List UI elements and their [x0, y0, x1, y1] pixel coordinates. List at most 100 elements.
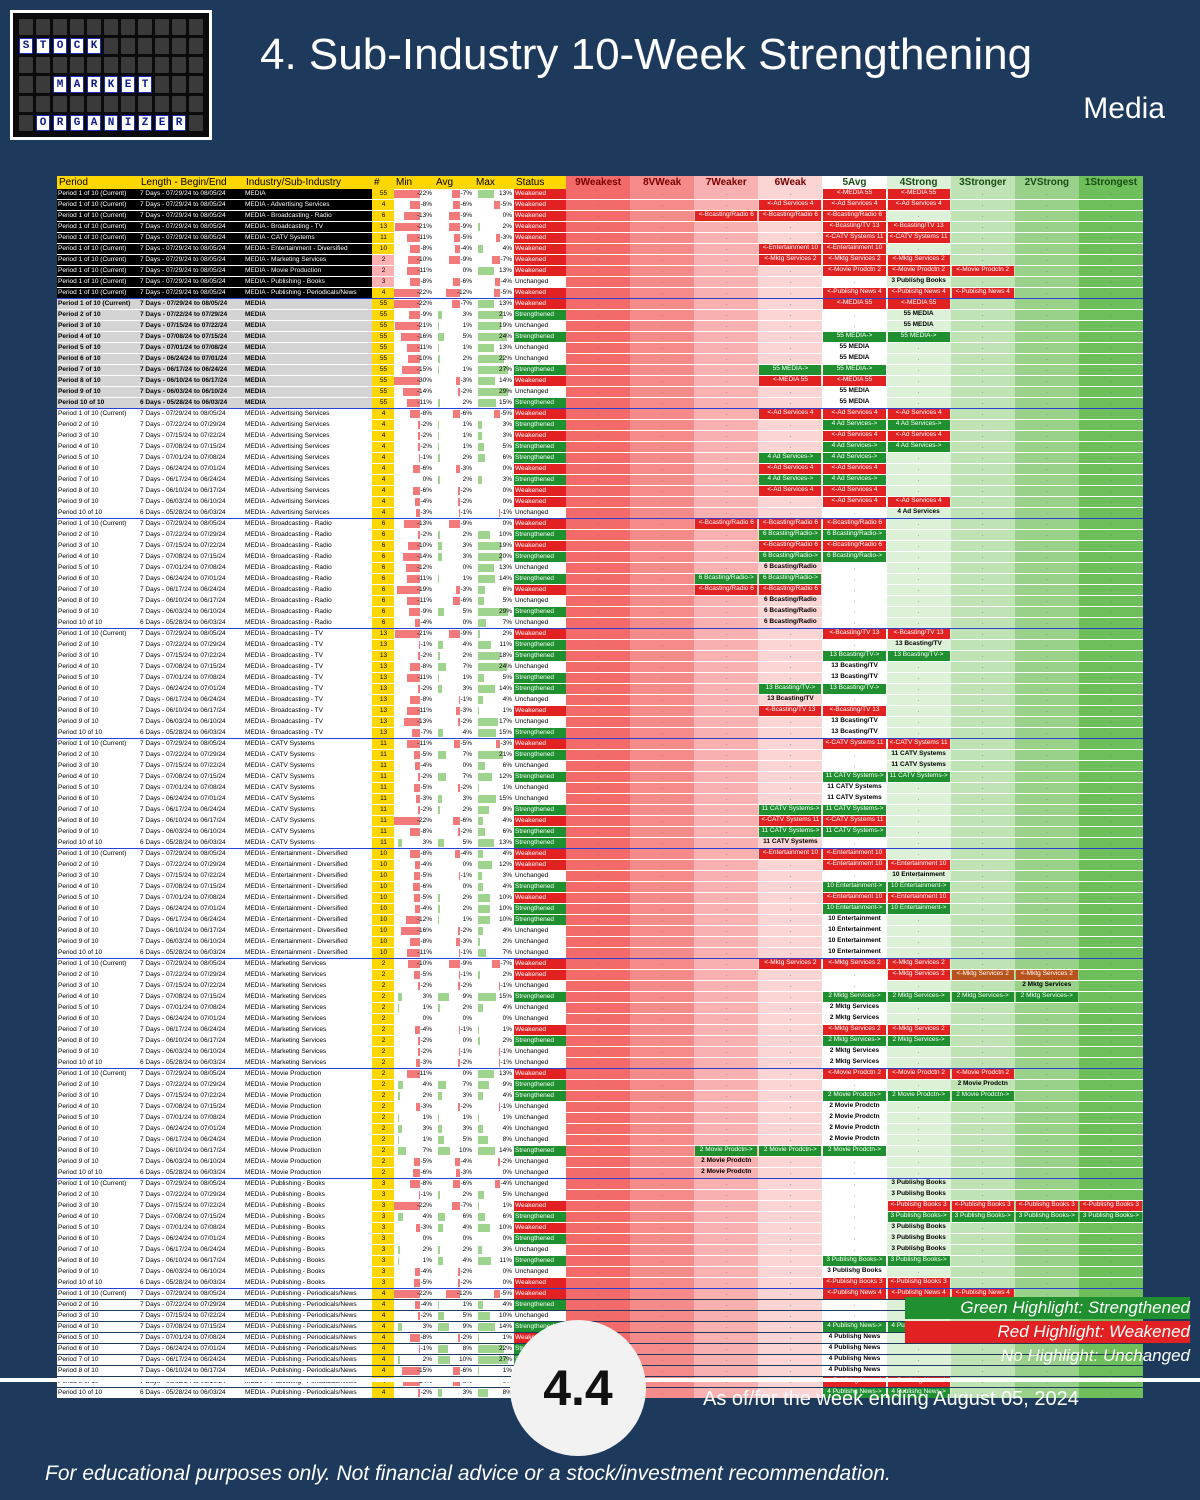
zone-cell: . [758, 1036, 823, 1046]
strength-mark: 3 Publishg Books-> [1015, 1212, 1078, 1222]
cell-length: 7 Days - 07/08/24 to 07/15/24 [139, 992, 244, 1002]
cell-max: 5% [474, 1190, 514, 1200]
value-bar [415, 1268, 420, 1276]
value-bar [438, 344, 440, 352]
cell-max: 2% [474, 629, 514, 639]
cell-min: -30% [394, 376, 434, 386]
cell-status: Strengthened [514, 992, 566, 1002]
zone-cell: . [1078, 805, 1143, 815]
value-bar [478, 1323, 495, 1331]
zone-cell: . [758, 1179, 823, 1189]
cell-avg: 5% [434, 607, 474, 617]
cell-industry: MEDIA - Marketing Services [244, 1014, 372, 1024]
table-row: Period 5 of 10 7 Days - 07/01/24 to 07/08… [57, 1113, 1143, 1123]
value-bar [457, 784, 460, 792]
value-bar [417, 443, 420, 451]
cell-count: 2 [372, 992, 394, 1002]
strength-mark: 3 Publishg Books [891, 1234, 946, 1241]
cell-max: -1% [474, 1047, 514, 1057]
zone-cell: . [758, 860, 823, 870]
zone-cell: . [566, 662, 631, 672]
zone-cell: . [630, 651, 695, 661]
cell-min: -8% [394, 662, 434, 672]
cell-industry: MEDIA - Entertainment - Diversified [244, 893, 372, 903]
cell-avg: 9% [434, 1322, 474, 1332]
value-bar [452, 1367, 460, 1375]
zone-cell: . [950, 772, 1015, 782]
table-row: Period 10 of 10 6 Days - 05/28/24 to 06/0… [57, 618, 1143, 628]
zone-cell: . [1014, 453, 1079, 463]
cell-length: 7 Days - 07/15/24 to 07/22/24 [139, 761, 244, 771]
cell-length: 7 Days - 07/15/24 to 07/22/24 [139, 1091, 244, 1101]
cell-count: 3 [372, 1278, 394, 1288]
zone-cell: . [758, 222, 823, 232]
zone-cell: . [950, 827, 1015, 837]
logo-tile [53, 95, 67, 112]
value-bar [452, 597, 460, 605]
logo-tile [53, 19, 67, 36]
zone-cell: . [566, 1047, 631, 1057]
table-row: Period 8 of 10 7 Days - 06/10/24 to 06/17… [57, 926, 1143, 936]
cell-length: 7 Days - 07/01/24 to 07/08/24 [139, 343, 244, 353]
cell-min: -10% [394, 255, 434, 265]
cell-avg: 0% [434, 882, 474, 892]
zone-cell: . [630, 904, 695, 914]
cell-length: 7 Days - 07/29/24 to 08/05/24 [139, 1179, 244, 1189]
cell-period: Period 4 of 10 [57, 1322, 139, 1332]
value-bar [438, 421, 440, 429]
cell-min: -3% [394, 508, 434, 518]
zone-cell: . [694, 1069, 759, 1079]
cell-status: Strengthened [514, 1300, 566, 1310]
cell-min: -8% [394, 849, 434, 859]
cell-min: -19% [394, 585, 434, 595]
value-bar [417, 421, 420, 429]
cell-max: 15% [474, 992, 514, 1002]
cell-count: 55 [372, 321, 394, 331]
zone-cell: . [950, 662, 1015, 672]
value-bar [408, 355, 420, 363]
cell-avg: -3% [434, 464, 474, 474]
zone-cell: . [566, 1146, 631, 1156]
strength-mark: <-Mktg Services 2 [887, 970, 950, 980]
logo-tile [172, 57, 186, 74]
cell-max: 15% [474, 794, 514, 804]
cell-status: Strengthened [514, 882, 566, 892]
zone-cell: . [630, 1047, 695, 1057]
cell-max: 4% [474, 926, 514, 936]
cell-avg: -1% [434, 948, 474, 958]
cell-min: -2% [394, 805, 434, 815]
cell-min: -12% [394, 915, 434, 925]
cell-count: 4 [372, 200, 394, 210]
zone-cell: . [694, 1256, 759, 1266]
zone-cell: . [694, 1036, 759, 1046]
strength-mark: <-CATV Systems 11 [823, 233, 886, 243]
cell-period: Period 10 of 10 [57, 508, 139, 518]
value-bar [397, 586, 420, 594]
strength-mark: <-Movie Prodctn 2 [823, 266, 886, 276]
zone-cell: . [950, 607, 1015, 617]
value-bar [478, 531, 490, 539]
zone-cell: . [630, 717, 695, 727]
cell-min: -10% [394, 354, 434, 364]
zone-cell: . [1078, 266, 1143, 276]
table-row: Period 8 of 10 7 Days - 06/10/24 to 06/17… [57, 1366, 1143, 1376]
zone-cell: . [630, 728, 695, 738]
cell-length: 7 Days - 07/29/24 to 08/05/24 [139, 299, 244, 309]
zone-cell: . [822, 574, 887, 584]
value-bar [398, 1147, 407, 1155]
zone-cell: . [566, 629, 631, 639]
cell-min: -2% [394, 1036, 434, 1046]
zone-cell: . [1014, 750, 1079, 760]
cell-length: 7 Days - 07/08/24 to 07/15/24 [139, 882, 244, 892]
cell-period: Period 10 of 10 [57, 838, 139, 848]
value-bar [438, 1246, 441, 1254]
strength-mark: <-Publishg News 4 [887, 1289, 950, 1299]
strength-mark: 4 Ad Services [897, 508, 940, 515]
zone-cell: . [758, 673, 823, 683]
cell-avg: 1% [434, 1300, 474, 1310]
zone-cell: . [1014, 1102, 1079, 1112]
table-row: Period 2 of 10 7 Days - 07/22/24 to 07/29… [57, 310, 1143, 320]
value-bar [410, 850, 420, 858]
value-bar [438, 355, 441, 363]
cell-count: 6 [372, 563, 394, 573]
